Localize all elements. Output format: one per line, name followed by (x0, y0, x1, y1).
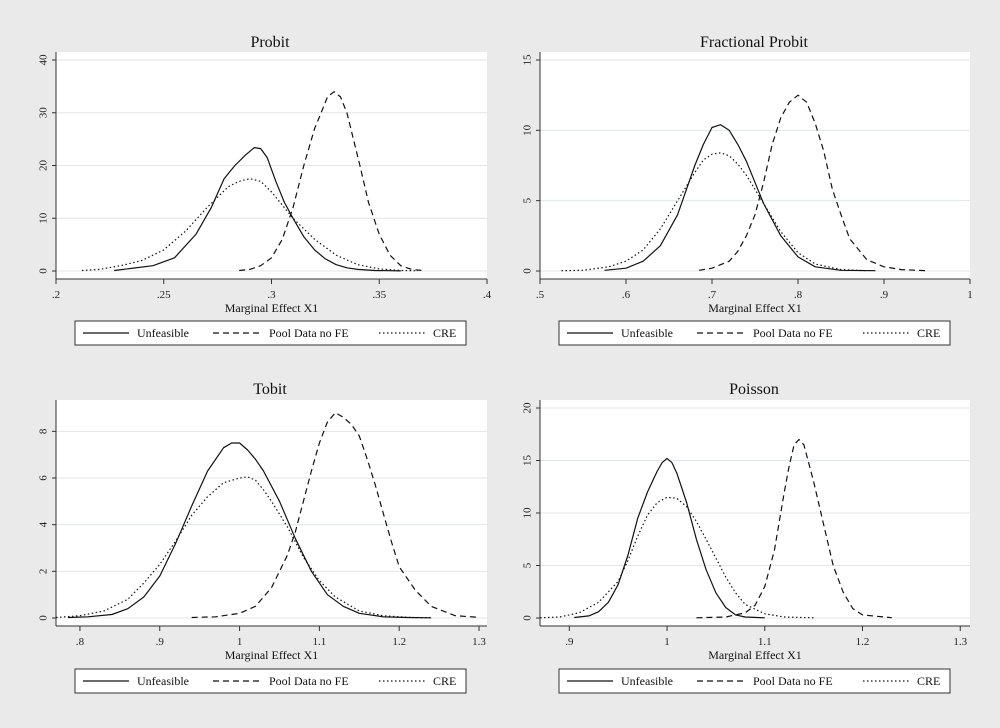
legend-label: Pool Data no FE (269, 326, 349, 340)
x-tick-label: .8 (76, 636, 85, 648)
y-tick-label: 15 (522, 455, 534, 467)
x-tick-label: 1.3 (472, 636, 486, 648)
legend-label: CRE (433, 326, 456, 340)
legend-label: CRE (917, 326, 940, 340)
legend-box (74, 320, 467, 346)
series-line-pool-data-no-fe (239, 91, 423, 272)
x-tick-label: .2 (52, 289, 60, 301)
y-tick-label: 2 (38, 569, 50, 575)
x-tick-label: 1 (664, 636, 670, 648)
y-tick-label: 8 (38, 428, 50, 434)
legend-label: Unfeasible (621, 674, 673, 688)
y-tick-label: 0 (522, 615, 534, 621)
x-tick-label: .7 (708, 289, 717, 301)
plot-area (56, 400, 487, 626)
y-tick-label: 5 (522, 197, 534, 203)
legend: Unfeasible Pool Data no FE CRE (558, 320, 951, 346)
series-line-cre (81, 178, 419, 272)
series-line-pool-data-no-fe (699, 94, 928, 272)
x-tick-label: 1.1 (313, 636, 327, 648)
y-tick-label: 0 (38, 268, 50, 274)
chart-title: Tobit (253, 381, 287, 398)
y-tick-label: 10 (38, 212, 50, 224)
x-tick-label: .3 (267, 289, 276, 301)
legend-label: Pool Data no FE (753, 674, 833, 688)
x-tick-label: .9 (880, 289, 889, 301)
series-line-pool-data-no-fe (191, 412, 480, 619)
x-tick-label: .35 (372, 289, 386, 301)
x-tick-label: 1 (967, 289, 973, 301)
x-tick-label: 1.3 (953, 636, 967, 648)
legend: Unfeasible Pool Data no FE CRE (74, 320, 467, 346)
series-line-pool-data-no-fe (696, 438, 892, 619)
chart-panel-1: Probit 0 10 20 30 40 .2 .25 .3 .35 .4 Marginal Effe… (38, 34, 492, 346)
y-tick-label: 20 (38, 160, 50, 172)
x-tick-label: .9 (156, 636, 165, 648)
x-axis-label: Marginal Effect X1 (708, 301, 802, 315)
y-tick-label: 20 (522, 402, 534, 414)
y-tick-label: 30 (38, 107, 50, 119)
series-line-unfeasible (604, 124, 876, 272)
legend-label: CRE (917, 674, 940, 688)
legend: Unfeasible Pool Data no FE CRE (558, 668, 951, 694)
x-tick-label: .8 (794, 289, 803, 301)
y-tick-label: 0 (522, 268, 534, 274)
x-tick-label: .6 (622, 289, 631, 301)
legend-label: Unfeasible (137, 326, 189, 340)
y-tick-label: 5 (522, 562, 534, 568)
x-tick-label: .25 (157, 289, 171, 301)
y-tick-label: 4 (38, 521, 50, 527)
y-tick-label: 40 (38, 54, 50, 66)
x-tick-label: 1.2 (856, 636, 870, 648)
y-tick-label: 0 (38, 615, 50, 621)
series-line-unfeasible (114, 147, 401, 272)
legend-box (558, 668, 951, 694)
chart-panel-4: Poisson 0 5 10 15 20 .9 1 1.1 1.2 1.3 Marginal Effe… (522, 381, 970, 694)
x-tick-label: .5 (536, 289, 545, 301)
x-tick-label: 1 (237, 636, 243, 648)
chart-title: Probit (250, 34, 290, 51)
x-axis-label: Marginal Effect X1 (225, 648, 319, 662)
legend-label: Pool Data no FE (269, 674, 349, 688)
series-line-unfeasible (67, 442, 432, 619)
x-tick-label: 1.2 (392, 636, 406, 648)
legend-label: Pool Data no FE (753, 326, 833, 340)
series-line-cre (561, 152, 867, 272)
chart-title: Fractional Probit (700, 34, 809, 51)
x-tick-label: 1.1 (758, 636, 772, 648)
chart-title: Poisson (729, 381, 779, 398)
series-line-unfeasible (574, 457, 765, 619)
chart-panel-3: Tobit 0 2 4 6 8 .8 .9 1 1.1 1.2 1.3 Marginal Effect … (38, 381, 487, 694)
x-tick-label: .4 (483, 289, 492, 301)
x-axis-label: Marginal Effect X1 (225, 301, 319, 315)
plot-area (540, 52, 970, 279)
y-tick-label: 6 (38, 475, 50, 481)
legend-box (558, 320, 951, 346)
legend: Unfeasible Pool Data no FE CRE (74, 668, 467, 694)
x-axis-label: Marginal Effect X1 (708, 648, 802, 662)
legend-box (74, 668, 467, 694)
chart-panel-2: Fractional Probit 0 5 10 15 .5 .6 .7 .8 .9 1 Margin… (522, 34, 973, 346)
legend-label: Unfeasible (621, 326, 673, 340)
legend-label: CRE (433, 674, 456, 688)
y-tick-label: 15 (522, 54, 534, 66)
y-tick-label: 10 (522, 124, 534, 136)
legend-label: Unfeasible (137, 674, 189, 688)
y-tick-label: 10 (522, 507, 534, 519)
x-tick-label: .9 (565, 636, 574, 648)
